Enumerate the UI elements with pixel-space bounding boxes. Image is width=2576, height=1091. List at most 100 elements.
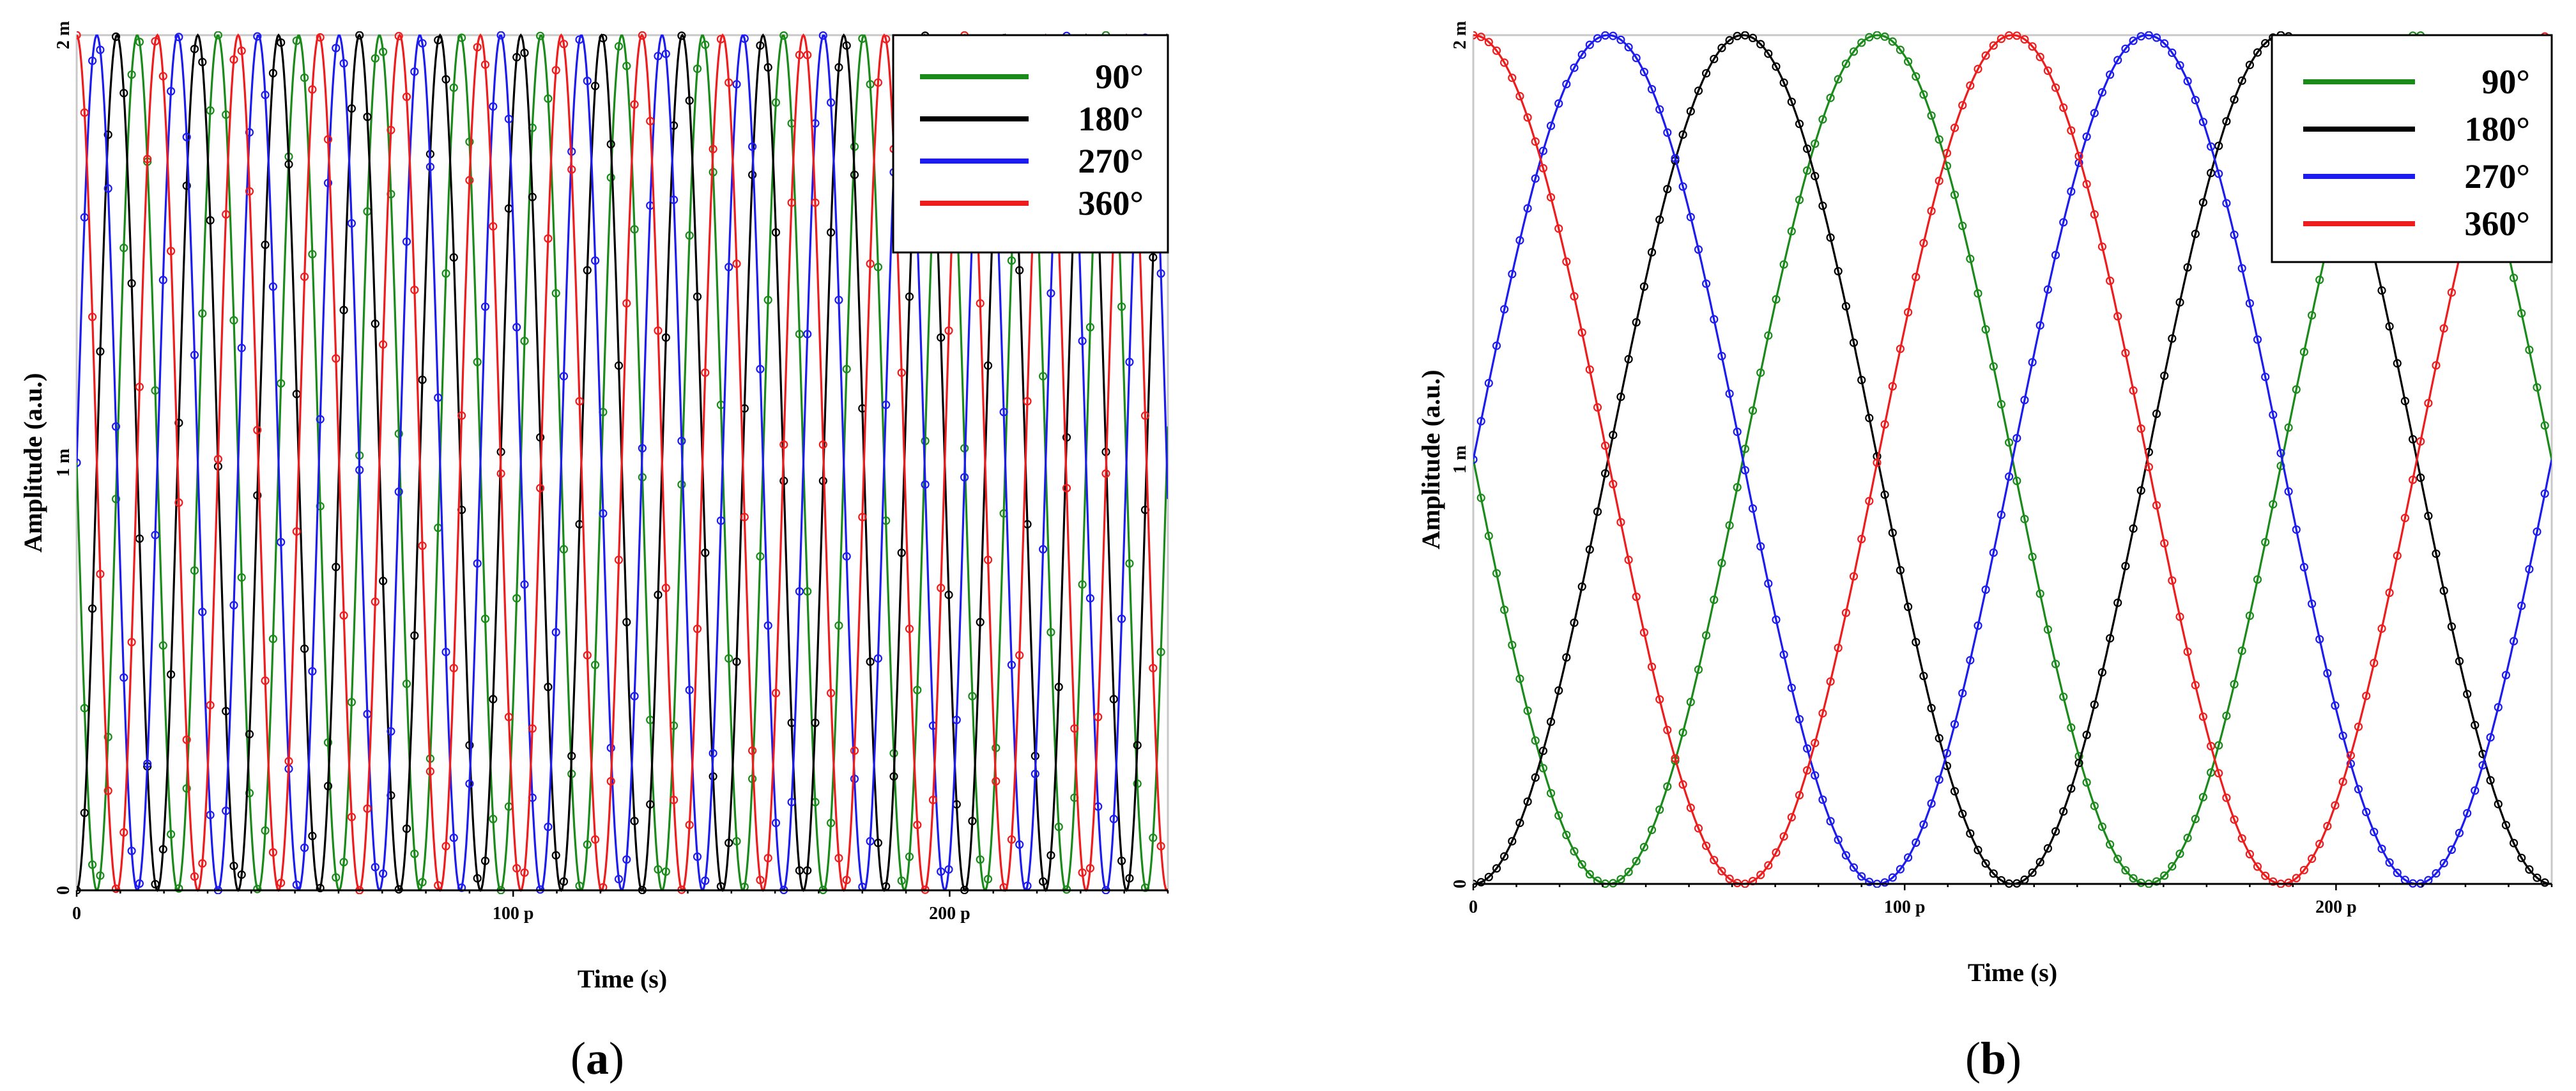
data-point xyxy=(669,795,678,805)
data-point xyxy=(2439,324,2448,333)
data-point xyxy=(606,743,615,752)
data-point xyxy=(747,746,757,755)
data-point xyxy=(2152,409,2161,419)
data-point xyxy=(599,509,608,518)
data-point xyxy=(535,484,545,493)
data-point xyxy=(1577,50,1586,59)
data-point xyxy=(2409,435,2418,444)
data-point xyxy=(402,92,411,101)
data-point xyxy=(480,60,490,69)
data-point xyxy=(1601,31,1610,40)
y-tick-label: 2 m xyxy=(1450,21,1470,49)
data-point xyxy=(983,361,993,370)
data-point xyxy=(2136,424,2145,433)
data-point xyxy=(182,784,191,793)
data-point xyxy=(1109,814,1118,824)
data-point xyxy=(1647,662,1657,671)
data-point xyxy=(308,667,317,676)
data-point xyxy=(2432,549,2441,558)
data-point xyxy=(206,106,215,115)
data-point xyxy=(2377,624,2386,633)
data-point xyxy=(1686,107,1695,116)
data-point xyxy=(2035,321,2044,330)
data-point xyxy=(795,50,804,59)
data-point xyxy=(2533,383,2542,392)
data-point xyxy=(1473,31,1478,40)
data-point xyxy=(2136,878,2145,887)
data-point xyxy=(1663,185,1672,194)
data-point xyxy=(1772,62,1781,71)
data-point xyxy=(1078,336,1087,346)
data-point xyxy=(1094,713,1103,722)
data-point xyxy=(2051,660,2060,669)
data-point xyxy=(457,33,466,42)
data-point xyxy=(1795,715,1804,723)
data-point xyxy=(693,64,702,74)
data-point xyxy=(2168,862,2177,871)
data-point xyxy=(2020,396,2029,405)
data-point xyxy=(2097,88,2106,97)
data-point xyxy=(151,36,160,46)
data-point xyxy=(480,856,490,865)
data-point xyxy=(1912,272,1920,281)
data-point xyxy=(1554,686,1563,695)
data-point xyxy=(1062,484,1071,493)
data-point xyxy=(638,31,647,40)
data-point xyxy=(928,795,938,805)
data-point xyxy=(1046,851,1055,860)
data-point xyxy=(77,458,81,467)
data-point xyxy=(1149,833,1158,842)
data-point xyxy=(2113,855,2122,863)
data-point xyxy=(1974,621,1982,630)
data-point xyxy=(245,187,254,196)
data-point xyxy=(2292,385,2301,394)
data-point xyxy=(850,142,859,151)
data-point xyxy=(1476,417,1485,426)
data-point xyxy=(685,821,694,830)
y-tick-label: 2 m xyxy=(54,21,73,49)
data-point xyxy=(2144,31,2153,40)
data-point xyxy=(1795,196,1804,205)
data-point xyxy=(2106,276,2115,285)
data-point xyxy=(229,316,238,325)
panel-caption: (a) xyxy=(571,1033,624,1084)
y-tick-label: 1 m xyxy=(54,449,73,477)
data-point xyxy=(1570,292,1579,301)
panel-caption-letter: a xyxy=(586,1033,609,1084)
data-point xyxy=(2160,371,2169,380)
data-point xyxy=(2090,210,2099,219)
data-point xyxy=(2409,476,2418,484)
data-point xyxy=(1085,863,1095,873)
data-point xyxy=(2222,711,2231,720)
data-point xyxy=(2035,52,2044,61)
data-point xyxy=(143,155,152,164)
data-point xyxy=(1787,227,1796,236)
data-point xyxy=(2299,865,2308,874)
data-point xyxy=(1500,605,1509,614)
data-point xyxy=(763,63,772,72)
data-point xyxy=(677,437,686,445)
data-point xyxy=(2299,562,2308,572)
data-point xyxy=(2035,858,2044,867)
data-point xyxy=(2097,668,2106,677)
data-point xyxy=(1880,490,1889,499)
data-point xyxy=(1500,58,1509,67)
data-point xyxy=(1647,248,1657,257)
data-point xyxy=(182,132,191,141)
data-point xyxy=(2028,868,2037,877)
data-point xyxy=(2400,396,2409,406)
data-point xyxy=(1896,344,1905,353)
data-point xyxy=(2525,345,2534,355)
data-point xyxy=(1585,365,1594,374)
data-point xyxy=(1725,874,1734,883)
data-point xyxy=(1818,795,1827,804)
data-point xyxy=(1577,328,1586,337)
data-point xyxy=(1647,85,1657,94)
data-point xyxy=(504,713,514,722)
data-point xyxy=(2501,670,2510,679)
data-point xyxy=(323,178,333,187)
data-point xyxy=(2043,844,2052,853)
data-point xyxy=(779,31,788,40)
data-point xyxy=(268,847,277,857)
data-point xyxy=(826,98,836,107)
